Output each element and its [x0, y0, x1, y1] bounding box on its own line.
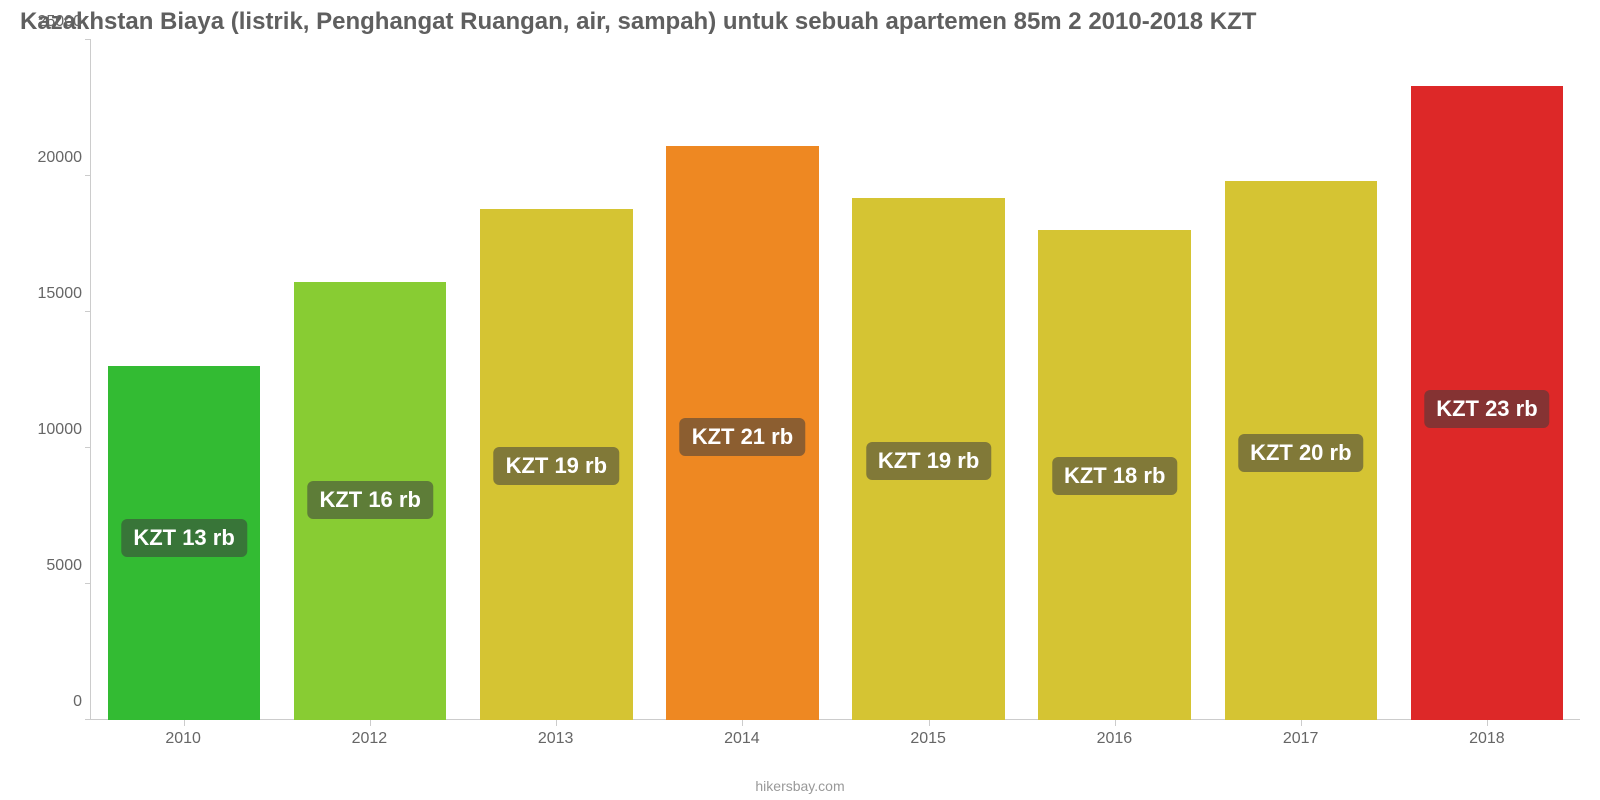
x-tick-label: 2013 — [538, 730, 574, 748]
bar-value-label: KZT 13 rb — [121, 519, 246, 557]
bar-group: KZT 21 rb — [666, 146, 819, 720]
bar-value-label: KZT 18 rb — [1052, 457, 1177, 495]
x-tick-label: 2010 — [165, 730, 201, 748]
bar-group: KZT 23 rb — [1411, 86, 1564, 720]
plot-area: 0500010000150002000025000 KZT 13 rbKZT 1… — [20, 40, 1580, 720]
y-axis: 0500010000150002000025000 — [20, 40, 90, 720]
bar-value-label: KZT 20 rb — [1238, 434, 1363, 472]
bar: KZT 23 rb — [1411, 86, 1564, 720]
bar-value-label: KZT 21 rb — [680, 418, 805, 456]
chart-title: Kazakhstan Biaya (listrik, Penghangat Ru… — [20, 8, 1580, 36]
bar: KZT 19 rb — [480, 209, 633, 720]
bar: KZT 18 rb — [1038, 230, 1191, 720]
y-tick-mark — [85, 39, 91, 40]
bar-group: KZT 18 rb — [1038, 230, 1191, 720]
bar-group: KZT 16 rb — [294, 282, 447, 720]
y-tick-label: 20000 — [38, 149, 83, 167]
y-tick-mark — [85, 175, 91, 176]
x-tick-label: 2012 — [352, 730, 388, 748]
y-tick-label: 10000 — [38, 421, 83, 439]
chart-source: hikersbay.com — [755, 778, 844, 794]
x-axis-labels: 2010 2012 2013 2014 2015 2016 2017 2018 — [20, 720, 1580, 760]
bar-value-label: KZT 19 rb — [866, 442, 991, 480]
utilities-cost-chart: Kazakhstan Biaya (listrik, Penghangat Ru… — [0, 0, 1600, 800]
y-tick-label: 15000 — [38, 285, 83, 303]
bar: KZT 13 rb — [108, 366, 261, 720]
y-tick-label: 0 — [73, 693, 82, 711]
bar: KZT 16 rb — [294, 282, 447, 720]
y-tick-mark — [85, 583, 91, 584]
bar: KZT 21 rb — [666, 146, 819, 720]
x-tick-label: 2017 — [1283, 730, 1319, 748]
bar: KZT 20 rb — [1225, 181, 1378, 720]
bar-group: KZT 19 rb — [480, 209, 633, 720]
y-tick-label: 5000 — [46, 557, 82, 575]
y-tick-mark — [85, 311, 91, 312]
bars-container: KZT 13 rb KZT 16 rb KZT 19 rb KZT 21 rb KZT … — [90, 40, 1580, 720]
x-tick-label: 2014 — [724, 730, 760, 748]
bar-group: KZT 13 rb — [108, 366, 261, 720]
bar-value-label: KZT 19 rb — [494, 447, 619, 485]
x-tick-label: 2015 — [910, 730, 946, 748]
bar-value-label: KZT 23 rb — [1424, 390, 1549, 428]
y-tick-mark — [85, 447, 91, 448]
bar-group: KZT 19 rb — [852, 198, 1005, 720]
bar: KZT 19 rb — [852, 198, 1005, 720]
x-tick-label: 2016 — [1097, 730, 1133, 748]
x-tick-label: 2018 — [1469, 730, 1505, 748]
bar-value-label: KZT 16 rb — [307, 481, 432, 519]
y-tick-label: 25000 — [38, 13, 83, 31]
bar-group: KZT 20 rb — [1225, 181, 1378, 720]
